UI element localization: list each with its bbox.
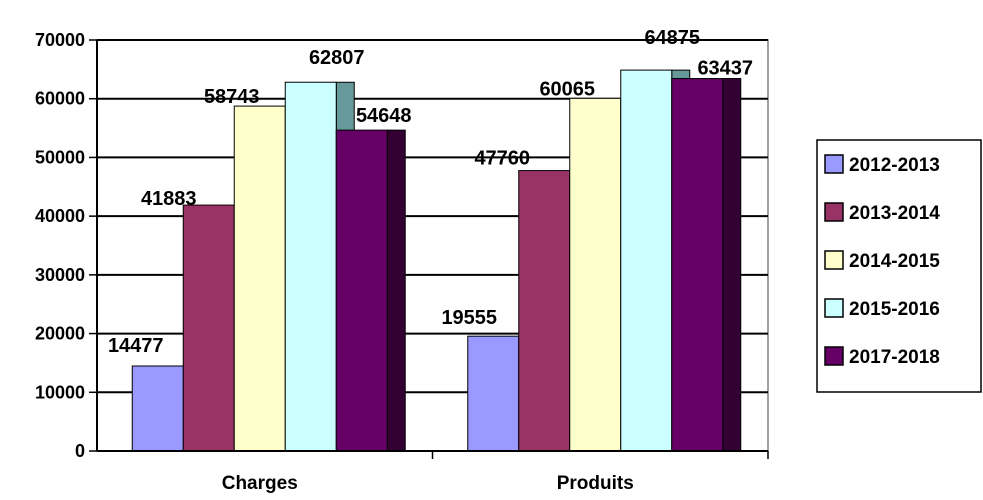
bar bbox=[182, 204, 235, 452]
data-label: 41883 bbox=[141, 188, 197, 210]
bar bbox=[518, 170, 571, 452]
y-tick-label: 20000 bbox=[35, 324, 85, 344]
data-label: 19555 bbox=[441, 307, 497, 329]
data-label: 58743 bbox=[204, 86, 260, 108]
legend: 2012-2013 2013-2014 2014-2015 2015-2016 2017… bbox=[816, 139, 982, 393]
data-label: 64875 bbox=[644, 27, 700, 49]
y-tick-label: 40000 bbox=[35, 206, 85, 226]
legend-swatch bbox=[824, 298, 844, 318]
legend-label: 2012-2013 bbox=[849, 155, 940, 176]
legend-label: 2014-2015 bbox=[849, 251, 940, 272]
bar bbox=[284, 81, 337, 452]
bar bbox=[131, 365, 184, 452]
bars bbox=[131, 69, 742, 452]
data-label: 54648 bbox=[356, 105, 412, 127]
axes: 0 10000 20000 30000 40000 50000 60000 70000 Char… bbox=[35, 30, 769, 494]
bar bbox=[335, 129, 388, 452]
legend-box bbox=[816, 139, 982, 393]
data-label: 60065 bbox=[539, 78, 595, 100]
data-label: 14477 bbox=[108, 335, 164, 357]
y-tick-label: 50000 bbox=[35, 147, 85, 167]
bar bbox=[569, 97, 622, 452]
legend-swatch bbox=[824, 250, 844, 270]
y-tick-label: 70000 bbox=[35, 30, 85, 50]
bar bbox=[620, 69, 673, 452]
legend-swatch bbox=[824, 202, 844, 222]
y-tick-label: 0 bbox=[75, 441, 85, 461]
bar bbox=[671, 78, 724, 452]
y-tick-label: 60000 bbox=[35, 89, 85, 109]
data-label: 63437 bbox=[697, 58, 753, 80]
data-label: 47760 bbox=[474, 148, 530, 170]
legend-label: 2015-2016 bbox=[849, 299, 940, 320]
legend-swatch bbox=[824, 154, 844, 174]
y-tick-label: 30000 bbox=[35, 265, 85, 285]
bar-side bbox=[722, 78, 742, 452]
bar bbox=[233, 105, 286, 452]
bar bbox=[467, 335, 520, 452]
data-labels: 14477 41883 58743 62807 54648 19555 47760 60065… bbox=[108, 27, 753, 357]
legend-label: 2017-2018 bbox=[849, 347, 940, 368]
bar-side bbox=[386, 129, 406, 452]
data-label: 62807 bbox=[309, 47, 365, 69]
x-category-label: Produits bbox=[557, 473, 634, 494]
legend-label: 2013-2014 bbox=[849, 203, 940, 224]
legend-swatch bbox=[824, 346, 844, 366]
y-tick-label: 10000 bbox=[35, 382, 85, 402]
x-category-label: Charges bbox=[222, 473, 298, 494]
